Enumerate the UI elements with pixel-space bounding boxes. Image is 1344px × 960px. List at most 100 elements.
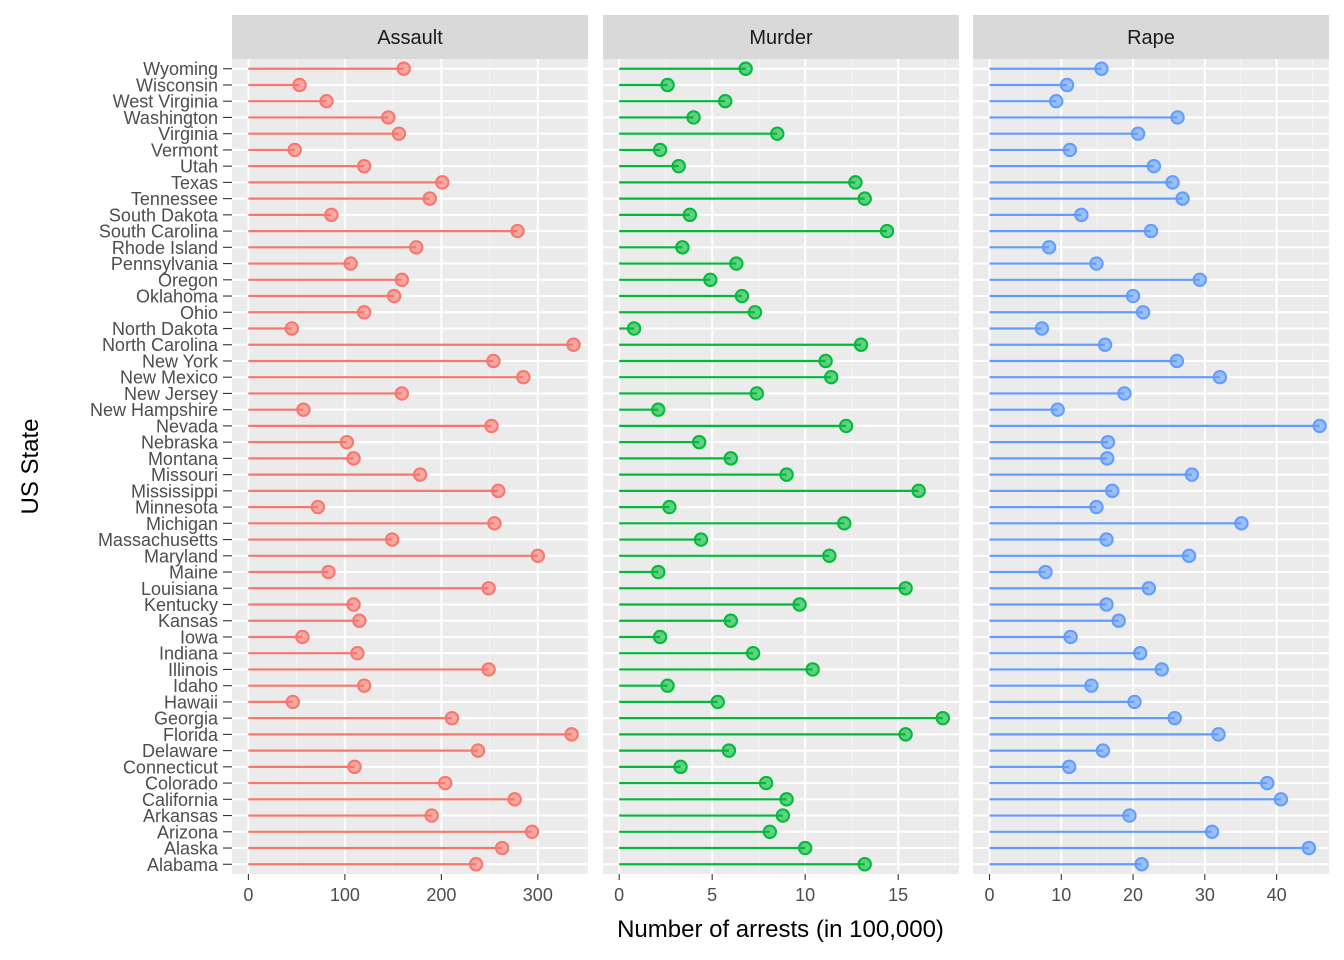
lollipop-point [356,158,372,174]
lollipop-point [1038,564,1053,580]
lollipop-point [1050,402,1065,417]
lollipop-point [626,321,642,336]
y-tick-label: Montana [148,449,219,469]
lollipop-point [1097,337,1113,352]
lollipop-point [1117,386,1132,401]
lollipop-point [1301,840,1317,856]
lollipop-point [468,857,484,872]
lollipop-point [1062,142,1078,158]
lollipop-point [779,792,794,807]
y-tick-label: Rhode Island [112,238,218,258]
x-axis-title: Number of arrests (in 100,000) [617,916,944,943]
facet-strip [973,15,1329,59]
y-tick-label: Maryland [144,546,218,566]
lollipop-point [848,175,863,190]
lollipop-point [762,824,778,839]
lollipop-point [1099,532,1114,547]
lollipop-point [1111,613,1126,628]
lollipop-point [1059,77,1075,93]
y-tick-label: Florida [163,725,219,745]
y-tick-label: Mississippi [131,481,218,501]
lollipop-point [470,743,486,758]
lollipop-point [693,532,709,547]
y-tick-label: North Carolina [102,335,219,355]
y-tick-label: Iowa [180,627,219,647]
lollipop-point [1167,710,1182,726]
lollipop-point [295,629,310,645]
lollipop-point [837,516,852,531]
y-tick-label: Wyoming [143,59,218,79]
lollipop-point [386,288,402,304]
lollipop-point [662,499,677,515]
lollipop-point [350,646,365,661]
lollipop-point [838,418,854,434]
lollipop-point [1100,451,1115,466]
y-tick-label: New Mexico [120,368,218,388]
lollipop-point [1034,321,1050,336]
lollipop-point [879,223,895,239]
y-tick-label: Hawaii [164,692,218,712]
lollipop-point [381,110,396,125]
lollipop-point [1049,94,1064,109]
lollipop-point [319,94,334,109]
lollipop-point [818,353,833,369]
lollipop-point [487,516,502,531]
lollipop-point [853,337,869,352]
y-tick-label: Connecticut [123,757,218,777]
lollipop-point [1165,175,1180,190]
lollipop-point [710,694,725,710]
y-axis-title: US State [17,418,44,514]
lollipop-point [758,775,774,791]
y-tick-label: North Dakota [112,319,219,339]
y-tick-label: Missouri [151,465,218,485]
y-tick-label: South Dakota [109,205,219,225]
lollipop-point [1105,483,1120,499]
lollipop-point [671,158,686,174]
y-tick-label: Delaware [142,741,218,761]
lollipop-point [935,710,951,726]
lollipop-point [1175,191,1190,206]
y-tick-label: Pennsylvania [111,254,219,274]
facet-strip [232,15,588,59]
lollipop-point [898,727,913,742]
lollipop-point [516,370,531,385]
lollipop-point [703,272,718,287]
lollipop-point [422,191,437,206]
lollipop-point [481,662,496,677]
lollipop-point [1212,370,1228,385]
lollipop-point [484,418,499,434]
lollipop-point [682,207,698,223]
y-tick-label: Tennessee [131,189,218,209]
lollipop-point [394,272,409,287]
lollipop-point [285,694,300,710]
lollipop-point [651,402,666,417]
y-tick-label: New Jersey [124,384,218,404]
lollipop-point [296,402,311,417]
lollipop-point [1063,629,1078,645]
lollipop-point [1211,727,1226,742]
panel-background [603,59,959,874]
lollipop-point [287,142,302,158]
lollipop-point [321,564,336,580]
lollipop-point [310,499,326,515]
x-tick-label: 300 [523,885,553,905]
y-tick-label: New Hampshire [90,400,218,420]
y-tick-label: Massachusetts [98,530,218,550]
y-tick-label: New York [142,351,219,371]
lollipop-point [1146,158,1162,174]
y-tick-label: Utah [180,157,218,177]
x-tick-label: 20 [1123,885,1143,905]
facet-strip-label: Rape [1127,27,1175,49]
lollipop-point [1094,61,1109,76]
y-tick-label: California [142,790,219,810]
y-tick-label: Indiana [159,644,219,664]
lollipop-point [524,824,540,839]
lollipop-point [566,337,581,352]
lollipop-point [1154,662,1169,677]
lollipop-point [491,483,506,499]
lollipop-point [292,77,307,93]
lollipop-point [673,759,688,775]
lollipop-point [857,191,872,206]
y-tick-label: Nebraska [141,433,219,453]
